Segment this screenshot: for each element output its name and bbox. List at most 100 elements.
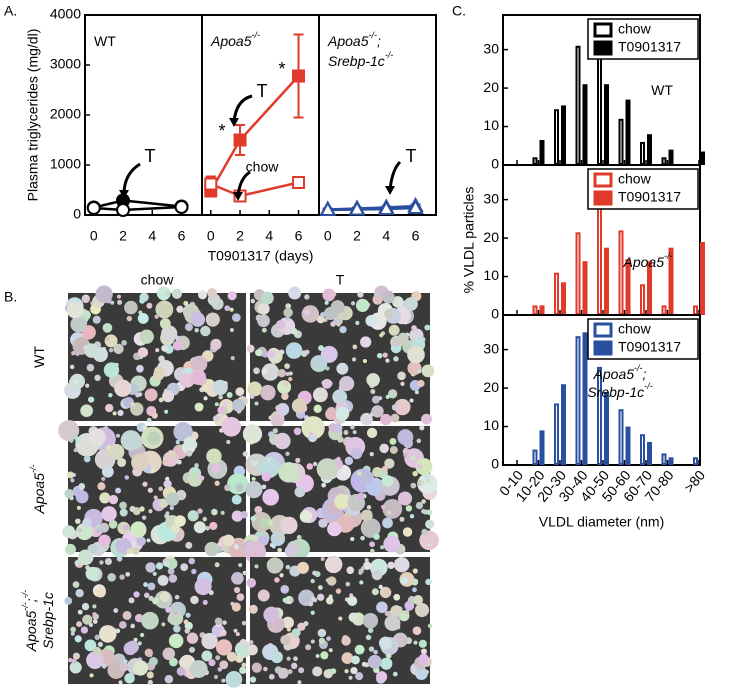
bar: [539, 140, 545, 165]
particle: [270, 651, 283, 664]
particle: [98, 522, 110, 533]
label: WT: [94, 33, 116, 49]
particle: [233, 586, 241, 594]
particle: [161, 344, 169, 352]
particle: [121, 340, 127, 346]
legend-label: chow: [618, 171, 652, 187]
particle: [175, 439, 180, 445]
particle: [425, 478, 431, 484]
plot-frame: [318, 14, 437, 216]
particle: [288, 286, 302, 300]
particle: [116, 555, 123, 562]
particle: [88, 622, 93, 627]
particle: [235, 654, 244, 663]
particle: [119, 574, 125, 580]
particle: [155, 300, 174, 319]
particle: [412, 626, 422, 636]
particle: [360, 535, 365, 541]
particle: [139, 292, 149, 302]
particle: [108, 494, 119, 505]
particle: [339, 325, 347, 334]
particle: [145, 562, 156, 573]
particle: [124, 300, 138, 315]
particle: [75, 436, 82, 443]
particle: [352, 344, 358, 350]
y-tick-label: 0: [491, 156, 499, 172]
x-tick-label: 4: [382, 228, 390, 244]
bar: [640, 284, 645, 316]
particle: [415, 501, 424, 510]
particle: [75, 518, 81, 524]
particle: [132, 660, 149, 676]
particle: [370, 389, 376, 395]
particle: [67, 471, 75, 479]
particle: [285, 303, 292, 310]
particle: [205, 312, 220, 327]
bar: [693, 457, 698, 465]
particle: [257, 314, 270, 328]
label-part: -/-: [20, 590, 30, 599]
particle: [373, 290, 381, 298]
bar: [532, 157, 538, 166]
particle: [83, 294, 88, 299]
particle: [163, 479, 172, 489]
legend-swatch: [593, 22, 613, 38]
particle: [245, 480, 263, 499]
particle: [97, 641, 103, 647]
label-part: Srebp-1c: [587, 384, 644, 400]
particle: [384, 614, 401, 631]
particle: [225, 671, 243, 688]
particle: [74, 560, 80, 566]
particle: [414, 390, 419, 395]
particle: [362, 612, 379, 629]
bar: [618, 118, 624, 165]
particle: [360, 566, 366, 571]
particle: [164, 674, 174, 684]
annotation: T: [145, 146, 156, 166]
particle: [415, 458, 433, 476]
particle: [144, 388, 158, 402]
particle: [153, 369, 165, 381]
particle: [261, 327, 267, 333]
particle: [301, 416, 325, 440]
particle: [119, 508, 128, 517]
particle: [341, 636, 351, 646]
marker: [319, 200, 336, 216]
particle: [154, 314, 159, 319]
particle: [274, 432, 291, 450]
particle: [158, 355, 165, 363]
bar: [661, 157, 667, 166]
particle: [84, 343, 99, 358]
particle: [126, 548, 133, 555]
particle: [239, 666, 247, 675]
particle: [367, 627, 374, 634]
particle: [348, 612, 359, 623]
particle: [254, 401, 259, 406]
label-part: Apoa5: [210, 33, 252, 49]
particle: [83, 345, 88, 350]
particle: [387, 561, 395, 570]
particle: [384, 610, 391, 617]
particle: [335, 406, 350, 421]
particle: [71, 350, 76, 356]
particle: [173, 611, 178, 616]
marker: [407, 198, 424, 214]
particle: [231, 494, 242, 505]
particle: [306, 463, 314, 470]
particle: [156, 286, 171, 301]
particle: [424, 324, 431, 331]
y-tick-label: 20: [483, 229, 499, 245]
particle: [200, 325, 211, 337]
particle: [350, 447, 363, 460]
particle: [73, 448, 78, 453]
particle: [369, 451, 374, 457]
particle: [285, 316, 290, 322]
particle: [379, 589, 385, 594]
y-tick-label: 10: [483, 267, 499, 283]
particle: [290, 327, 298, 335]
particle: [382, 352, 388, 358]
particle: [242, 424, 263, 444]
particle: [190, 312, 206, 327]
marker: [204, 177, 218, 191]
particle: [174, 594, 180, 600]
